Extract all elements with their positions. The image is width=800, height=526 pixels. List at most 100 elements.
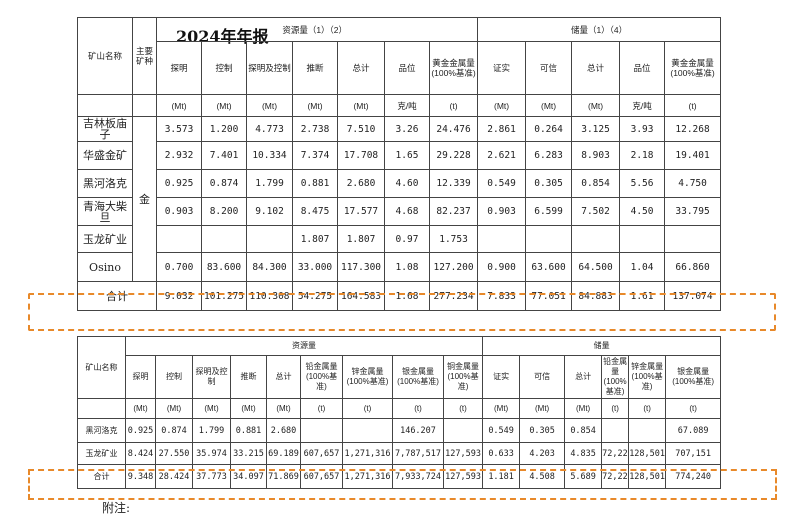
unit-spacer — [77, 398, 126, 419]
mine-name: 玉龙矿业 — [77, 225, 133, 253]
group-reserve: 储量（1）（4） — [477, 17, 722, 42]
table-cell: 24.476 — [428, 116, 479, 142]
col-resource-1: 控制 — [155, 355, 193, 399]
col-resource-8: 铜金属量(100%基准) — [442, 355, 484, 399]
table-cell: 0.900 — [477, 252, 527, 282]
table-cell: 0.874 — [201, 169, 247, 198]
table-cell: 1.200 — [201, 116, 247, 142]
col-resource-0: 探明 — [125, 355, 156, 399]
table-cell: 12.339 — [428, 169, 479, 198]
table-row: 玉龙矿业 8.424 27.550 35.974 33.215 69.189 607,657… — [77, 442, 722, 465]
col-resource-4: 总计 — [266, 355, 301, 399]
table-cell — [442, 418, 484, 443]
col-resource-3: 推断 — [230, 355, 267, 399]
mine-name: 黑河洛克 — [77, 169, 133, 198]
col-reserve-5: 银金属量(100%基准) — [665, 355, 722, 399]
total-cell: 5.689 — [564, 464, 603, 489]
total-cell: 77.051 — [525, 281, 573, 311]
table-cell — [477, 225, 527, 253]
table-cell — [246, 225, 293, 253]
col-reserve-2: 总计 — [564, 355, 603, 399]
table-cell: 1.799 — [246, 169, 293, 198]
col-reserve-1: 可信 — [525, 41, 573, 95]
total-cell: 4.508 — [519, 464, 566, 489]
unit-cell: (t) — [392, 398, 444, 419]
table-cell: 0.881 — [292, 169, 338, 198]
table-row: 黑河洛克 0.925 0.874 1.799 0.881 2.680 4.60 12.339 0… — [77, 169, 722, 198]
table-row: 黑河洛克 0.925 0.874 1.799 0.881 2.680 146.207 0.54… — [77, 418, 722, 443]
mine-name: 玉龙矿业 — [77, 442, 126, 465]
col-reserve-3: 品位 — [619, 41, 666, 95]
total-row: 合计 9.032 101.275 110.308 54.275 164.583 1.68 27… — [77, 281, 722, 311]
table-cell: 1.807 — [337, 225, 385, 253]
unit-cell: (Mt) — [337, 94, 385, 117]
unit-cell: (Mt) — [156, 94, 202, 117]
table-cell — [156, 225, 202, 253]
table-row: 华盛金矿 2.932 7.401 10.334 7.374 17.708 1.65 29.22… — [77, 141, 722, 170]
table-row: 玉龙矿业 1.807 1.807 0.97 1.753 — [77, 225, 722, 253]
table-cell: 69.189 — [266, 442, 301, 465]
col-reserve-0: 证实 — [477, 41, 527, 95]
unit-cell: (Mt) — [266, 398, 301, 419]
table-cell: 2.680 — [266, 418, 301, 443]
total-cell: 7.833 — [477, 281, 527, 311]
total-cell: 34.097 — [230, 464, 267, 489]
table-cell: 2.932 — [156, 141, 202, 170]
table-cell — [300, 418, 343, 443]
total-cell: 774,240 — [665, 464, 722, 489]
table-cell: 3.125 — [571, 116, 621, 142]
total-cell: 9.348 — [125, 464, 156, 489]
highlight-total-row-2 — [28, 469, 777, 500]
table-cell: 0.633 — [482, 442, 521, 465]
unit-cell: (t) — [628, 398, 667, 419]
col-resource-6: 锌金属量(100%基准) — [342, 355, 393, 399]
table-cell: 12.268 — [664, 116, 722, 142]
table-cell: 6.283 — [525, 141, 573, 170]
unit-cell: (Mt) — [246, 94, 293, 117]
unit-cell: (t) — [601, 398, 630, 419]
unit-cell: (t) — [442, 398, 484, 419]
col-reserve-2: 总计 — [571, 41, 621, 95]
unit-spacer — [77, 94, 133, 117]
unit-cell: (Mt) — [125, 398, 156, 419]
table-cell: 127.200 — [428, 252, 479, 282]
table-cell: 2.18 — [619, 141, 666, 170]
total-label: 合计 — [77, 281, 157, 311]
table-cell: 83.600 — [201, 252, 247, 282]
table-cell: 0.925 — [125, 418, 156, 443]
total-cell: 71.869 — [266, 464, 301, 489]
unit-cell: 克/吨 — [384, 94, 430, 117]
table-cell: 0.854 — [571, 169, 621, 198]
table-cell: 4.60 — [384, 169, 430, 198]
group-resource: 资源量 — [124, 336, 484, 356]
table-cell: 17.577 — [337, 197, 385, 226]
table-cell: 7.510 — [337, 116, 385, 142]
table-cell: 0.264 — [525, 116, 573, 142]
table-cell: 4.50 — [619, 197, 666, 226]
unit-cell: 克/吨 — [619, 94, 666, 117]
table-cell: 7.502 — [571, 197, 621, 226]
total-label: 合计 — [77, 464, 126, 489]
total-cell: 128,501 — [628, 464, 667, 489]
table-cell: 146.207 — [392, 418, 444, 443]
group-reserve: 储量 — [482, 336, 722, 356]
col-reserve-0: 证实 — [482, 355, 521, 399]
table-cell: 33.215 — [230, 442, 267, 465]
table-cell: 0.97 — [384, 225, 430, 253]
table-cell: 1.799 — [192, 418, 231, 443]
table-cell: 4.68 — [384, 197, 430, 226]
mine-name: 黑河洛克 — [77, 418, 126, 443]
table-cell: 64.500 — [571, 252, 621, 282]
mine-name: Osino — [77, 252, 133, 282]
col-mineral: 主要矿种 — [132, 17, 157, 95]
table-cell: 0.549 — [482, 418, 521, 443]
table-cell: 4.835 — [564, 442, 603, 465]
table-cell: 1.04 — [619, 252, 666, 282]
table-cell: 8.200 — [201, 197, 247, 226]
mine-name: 吉林板庙子 — [77, 116, 133, 142]
total-row: 合计 9.348 28.424 37.773 34.097 71.869 607,657 1,… — [77, 464, 722, 489]
table-cell: 0.305 — [519, 418, 566, 443]
unit-cell: (t) — [665, 398, 722, 419]
table-cell: 33.000 — [292, 252, 338, 282]
table-cell: 3.573 — [156, 116, 202, 142]
